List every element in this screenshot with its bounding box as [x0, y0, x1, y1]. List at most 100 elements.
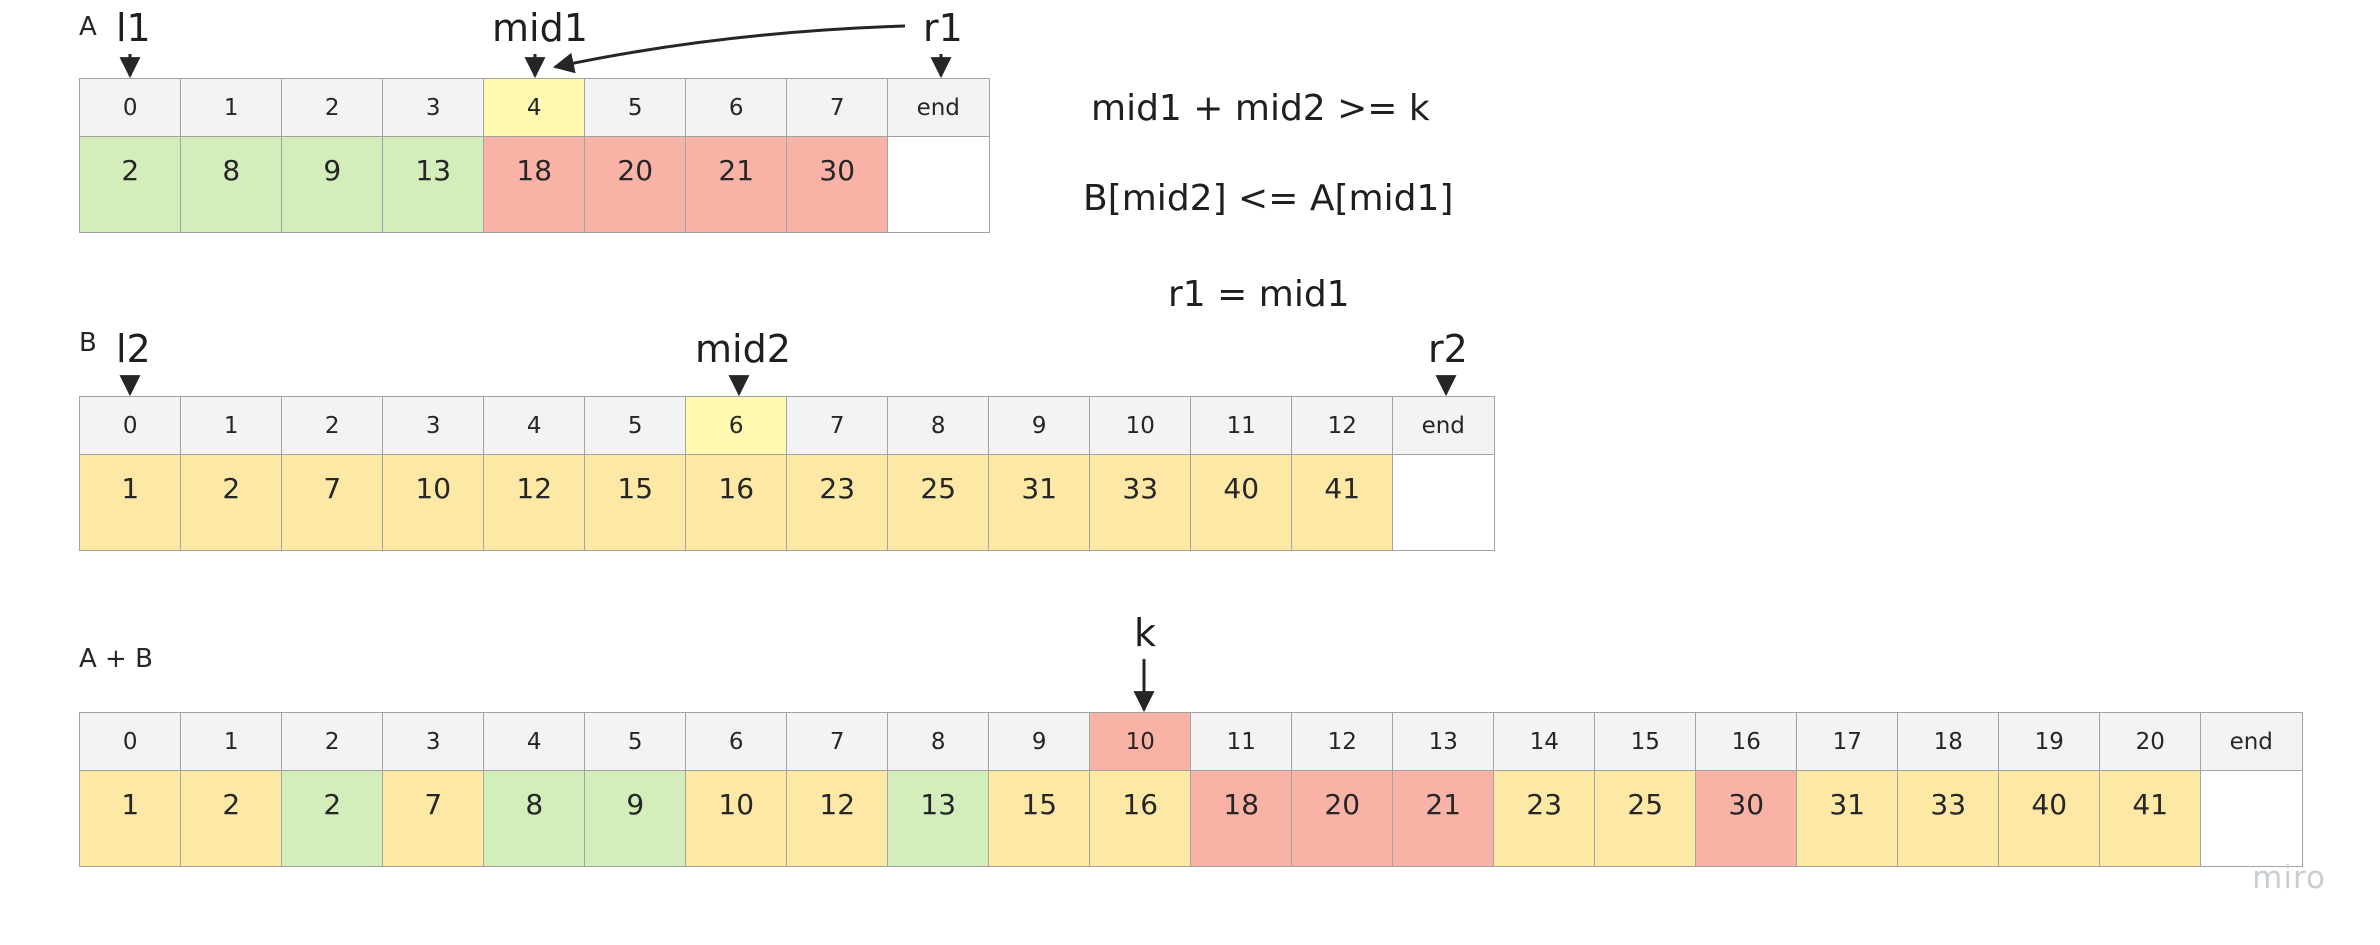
value-cell: 25 — [1594, 769, 1697, 867]
index-cell: 0 — [79, 712, 182, 771]
index-cell: 2 — [281, 396, 384, 455]
value-cell: 16 — [1089, 769, 1192, 867]
value-cell: 10 — [382, 453, 485, 551]
index-cell: 11 — [1190, 396, 1293, 455]
array-ab-column: 17 31 — [1796, 712, 1899, 867]
array-ab-column: 13 21 — [1392, 712, 1495, 867]
arrow-r1-to-mid1 — [552, 24, 906, 74]
array-a: 0 2 1 8 2 9 3 13 4 18 5 20 6 21 7 30 end — [79, 78, 990, 233]
index-cell: 15 — [1594, 712, 1697, 771]
index-cell: 5 — [584, 712, 687, 771]
array-b-column: 7 23 — [786, 396, 889, 551]
miro-watermark: miro — [2252, 860, 2326, 896]
pointer-k-label: k — [1134, 611, 1157, 655]
array-a-column: 4 18 — [483, 78, 586, 233]
value-cell: 23 — [786, 453, 889, 551]
value-cell: 20 — [584, 135, 687, 233]
value-cell: 1 — [79, 769, 182, 867]
array-ab-column: 12 20 — [1291, 712, 1394, 867]
index-cell: end — [1392, 396, 1495, 455]
value-cell: 2 — [180, 769, 283, 867]
array-b-label: B — [79, 328, 97, 358]
array-b-column: 4 12 — [483, 396, 586, 551]
array-ab-column: 9 15 — [988, 712, 1091, 867]
index-cell: 19 — [1998, 712, 2101, 771]
array-b-column: 9 31 — [988, 396, 1091, 551]
index-cell: 16 — [1695, 712, 1798, 771]
value-cell: 7 — [281, 453, 384, 551]
index-cell: 2 — [281, 78, 384, 137]
pointer-l2-label: l2 — [116, 327, 151, 371]
array-ab-column: 11 18 — [1190, 712, 1293, 867]
index-cell: 13 — [1392, 712, 1495, 771]
pointer-l1-label: l1 — [116, 6, 151, 50]
index-cell: 2 — [281, 712, 384, 771]
value-cell: 23 — [1493, 769, 1596, 867]
array-ab-label: A + B — [79, 644, 153, 674]
value-cell: 21 — [1392, 769, 1495, 867]
value-cell: 33 — [1089, 453, 1192, 551]
pointer-r2-label: r2 — [1428, 327, 1468, 371]
value-cell: 31 — [988, 453, 1091, 551]
value-cell — [2200, 769, 2303, 867]
pointer-mid2-label: mid2 — [695, 327, 791, 371]
index-cell: 6 — [685, 78, 788, 137]
value-cell: 10 — [685, 769, 788, 867]
value-cell: 8 — [180, 135, 283, 233]
value-cell: 18 — [483, 135, 586, 233]
array-a-column: 5 20 — [584, 78, 687, 233]
value-cell: 13 — [887, 769, 990, 867]
array-b-column: 11 40 — [1190, 396, 1293, 551]
value-cell: 12 — [786, 769, 889, 867]
index-cell: 7 — [786, 78, 889, 137]
value-cell: 40 — [1190, 453, 1293, 551]
index-cell: 9 — [988, 712, 1091, 771]
array-a-column: end — [887, 78, 990, 233]
array-b: 0 1 1 2 2 7 3 10 4 12 5 15 6 16 7 23 8 25 9 31 10 33 11 40 12 41 e… — [79, 396, 1495, 551]
index-cell: 18 — [1897, 712, 2000, 771]
array-a-column: 7 30 — [786, 78, 889, 233]
index-cell: end — [887, 78, 990, 137]
index-cell: 6 — [685, 396, 788, 455]
array-b-column: 3 10 — [382, 396, 485, 551]
array-ab-column: 6 10 — [685, 712, 788, 867]
array-a-label: A — [79, 12, 97, 42]
array-b-column: 6 16 — [685, 396, 788, 551]
array-b-column: 12 41 — [1291, 396, 1394, 551]
value-cell: 2 — [281, 769, 384, 867]
array-b-column: end — [1392, 396, 1495, 551]
array-ab-column: 15 25 — [1594, 712, 1697, 867]
array-ab-column: 7 12 — [786, 712, 889, 867]
array-ab-column: 10 16 — [1089, 712, 1192, 867]
formula-mid-sum: mid1 + mid2 >= k — [1091, 88, 1430, 129]
array-ab-column: 20 41 — [2099, 712, 2202, 867]
formula-compare: B[mid2] <= A[mid1] — [1083, 178, 1454, 219]
value-cell: 2 — [79, 135, 182, 233]
array-ab-column: 8 13 — [887, 712, 990, 867]
array-b-column: 8 25 — [887, 396, 990, 551]
value-cell: 13 — [382, 135, 485, 233]
array-ab-column: 16 30 — [1695, 712, 1798, 867]
value-cell: 25 — [887, 453, 990, 551]
index-cell: 12 — [1291, 396, 1394, 455]
array-b-column: 5 15 — [584, 396, 687, 551]
value-cell: 16 — [685, 453, 788, 551]
value-cell: 12 — [483, 453, 586, 551]
array-ab-column: end — [2200, 712, 2303, 867]
value-cell: 41 — [2099, 769, 2202, 867]
formula-assign: r1 = mid1 — [1168, 274, 1350, 315]
value-cell — [1392, 453, 1495, 551]
index-cell: 3 — [382, 712, 485, 771]
value-cell: 9 — [584, 769, 687, 867]
value-cell: 9 — [281, 135, 384, 233]
index-cell: 20 — [2099, 712, 2202, 771]
value-cell: 15 — [584, 453, 687, 551]
